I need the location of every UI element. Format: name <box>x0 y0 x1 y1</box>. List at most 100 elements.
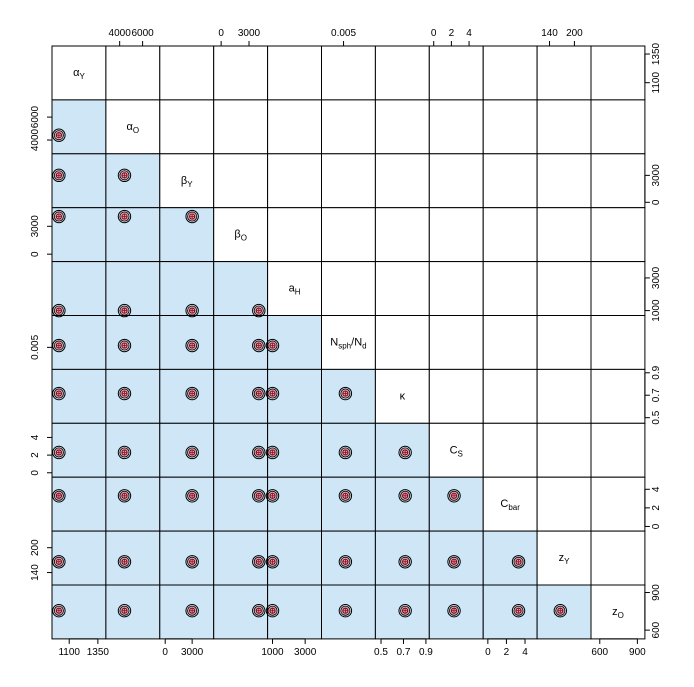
estimate-mark-6-5 <box>338 386 353 401</box>
left-tick-1-0: 4000 <box>30 128 41 151</box>
estimate-mark-7-6 <box>398 445 412 460</box>
top-tick-7-2: 4 <box>466 28 472 39</box>
estimate-mark-3-2 <box>185 209 199 224</box>
diagonal-label-6: κ <box>400 390 406 402</box>
panel-8-1 <box>105 476 161 532</box>
right-tick-10-1: 900 <box>651 584 662 601</box>
panel-1-5 <box>321 99 376 155</box>
bottom-tick-6-1: 0.7 <box>397 647 411 658</box>
bottom-tick-2-1: 3000 <box>181 647 204 658</box>
panel-2-4 <box>267 153 323 209</box>
estimate-mark-8-5 <box>338 489 353 503</box>
panel-0-2 <box>159 45 215 101</box>
estimate-mark-6-3 <box>252 386 266 401</box>
panel-10-2 <box>159 584 215 640</box>
left-tick-5-0: 0.005 <box>30 334 41 359</box>
panel-0-6 <box>374 45 430 101</box>
panel-5-0 <box>51 315 107 370</box>
right-tick-8-1: 2 <box>651 505 662 511</box>
panel-4-6 <box>374 261 430 317</box>
panel-4-1 <box>105 261 161 317</box>
left-tick-7-1: 2 <box>30 452 41 458</box>
estimate-mark-7-1 <box>117 445 132 460</box>
panel-0-1 <box>105 45 161 101</box>
diagonal-label-8: Cbar <box>500 498 520 512</box>
panel-3-2 <box>159 207 215 263</box>
estimate-mark-6-1 <box>117 386 132 401</box>
panel-7-10 <box>590 422 646 478</box>
panel-2-9 <box>536 153 592 209</box>
estimate-mark-2-0 <box>52 168 66 183</box>
top-tick-7-1: 2 <box>449 28 455 39</box>
diagonal-label-0: αY <box>73 67 85 81</box>
panel-2-7 <box>428 153 484 209</box>
diagonal-label-5: Nsph/Nd <box>330 336 366 350</box>
estimate-mark-9-0 <box>52 555 66 569</box>
panel-4-5 <box>321 261 376 317</box>
diagonal-label-4: aH <box>289 283 301 297</box>
estimate-mark-10-9 <box>553 603 568 618</box>
diagonal-label-7: CS <box>450 444 463 458</box>
panel-1-0 <box>51 99 107 155</box>
panel-3-3 <box>213 207 269 263</box>
left-tick-3-1: 3000 <box>30 215 41 238</box>
panel-2-3 <box>213 153 269 209</box>
estimate-mark-8-0 <box>52 489 66 503</box>
panel-8-9 <box>536 476 592 532</box>
estimate-mark-9-4 <box>265 555 280 569</box>
bottom-tick-0-0: 1100 <box>58 647 80 658</box>
panel-0-0 <box>51 45 107 101</box>
axis-layer: 1100 1350 0 3000 1000 3000 0.5 0.7 0.9 0 2 4 600 9004… <box>30 28 662 658</box>
panel-0-5 <box>321 45 376 101</box>
panel-5-5 <box>321 315 376 370</box>
panel-5-6 <box>374 315 430 370</box>
panel-7-4 <box>267 422 323 478</box>
estimate-mark-7-2 <box>185 445 199 460</box>
panel-4-10 <box>590 261 646 317</box>
panel-2-10 <box>590 153 646 209</box>
left-tick-9-1: 200 <box>30 539 41 556</box>
estimate-mark-6-2 <box>185 386 199 401</box>
bottom-tick-8-1: 2 <box>504 647 510 658</box>
right-tick-6-1: 0.7 <box>651 388 662 402</box>
panel-6-10 <box>590 368 646 424</box>
panel-9-10 <box>590 530 646 586</box>
estimate-mark-1-0 <box>52 128 66 142</box>
panel-8-7 <box>428 476 484 532</box>
panel-6-7 <box>428 368 484 424</box>
estimate-mark-10-3 <box>252 603 266 618</box>
top-tick-1-1: 6000 <box>131 28 154 39</box>
right-tick-0-0: 1100 <box>651 72 662 94</box>
right-tick-8-0: 0 <box>651 523 662 529</box>
top-tick-1-0: 4000 <box>109 28 132 39</box>
estimate-layer <box>52 128 568 618</box>
panel-4-7 <box>428 261 484 317</box>
estimate-mark-10-2 <box>185 603 199 618</box>
estimate-mark-4-3 <box>252 303 266 318</box>
panel-1-3 <box>213 99 269 155</box>
panel-2-5 <box>321 153 376 209</box>
estimate-mark-9-7 <box>447 555 461 569</box>
estimate-mark-10-0 <box>52 603 66 618</box>
estimate-mark-7-3 <box>252 445 266 460</box>
left-tick-7-2: 4 <box>30 434 41 440</box>
estimate-mark-4-1 <box>117 303 132 318</box>
panel-4-8 <box>482 261 538 317</box>
estimate-mark-8-1 <box>117 489 132 503</box>
top-tick-9-1: 200 <box>566 28 583 39</box>
panel-8-5 <box>321 476 376 532</box>
diagonal-label-2: βY <box>181 175 193 189</box>
estimate-mark-10-7 <box>447 603 461 618</box>
bottom-tick-0-1: 1350 <box>87 647 110 658</box>
panel-0-8 <box>482 45 538 101</box>
diagonal-label-3: βO <box>234 229 247 243</box>
panel-6-9 <box>536 368 592 424</box>
panel-3-5 <box>321 207 376 263</box>
estimate-mark-4-2 <box>185 303 199 318</box>
panel-1-10 <box>590 99 646 155</box>
diagonal-label-1: αO <box>127 121 140 135</box>
panel-0-9 <box>536 45 592 101</box>
panel-4-9 <box>536 261 592 317</box>
panel-8-2 <box>159 476 215 532</box>
